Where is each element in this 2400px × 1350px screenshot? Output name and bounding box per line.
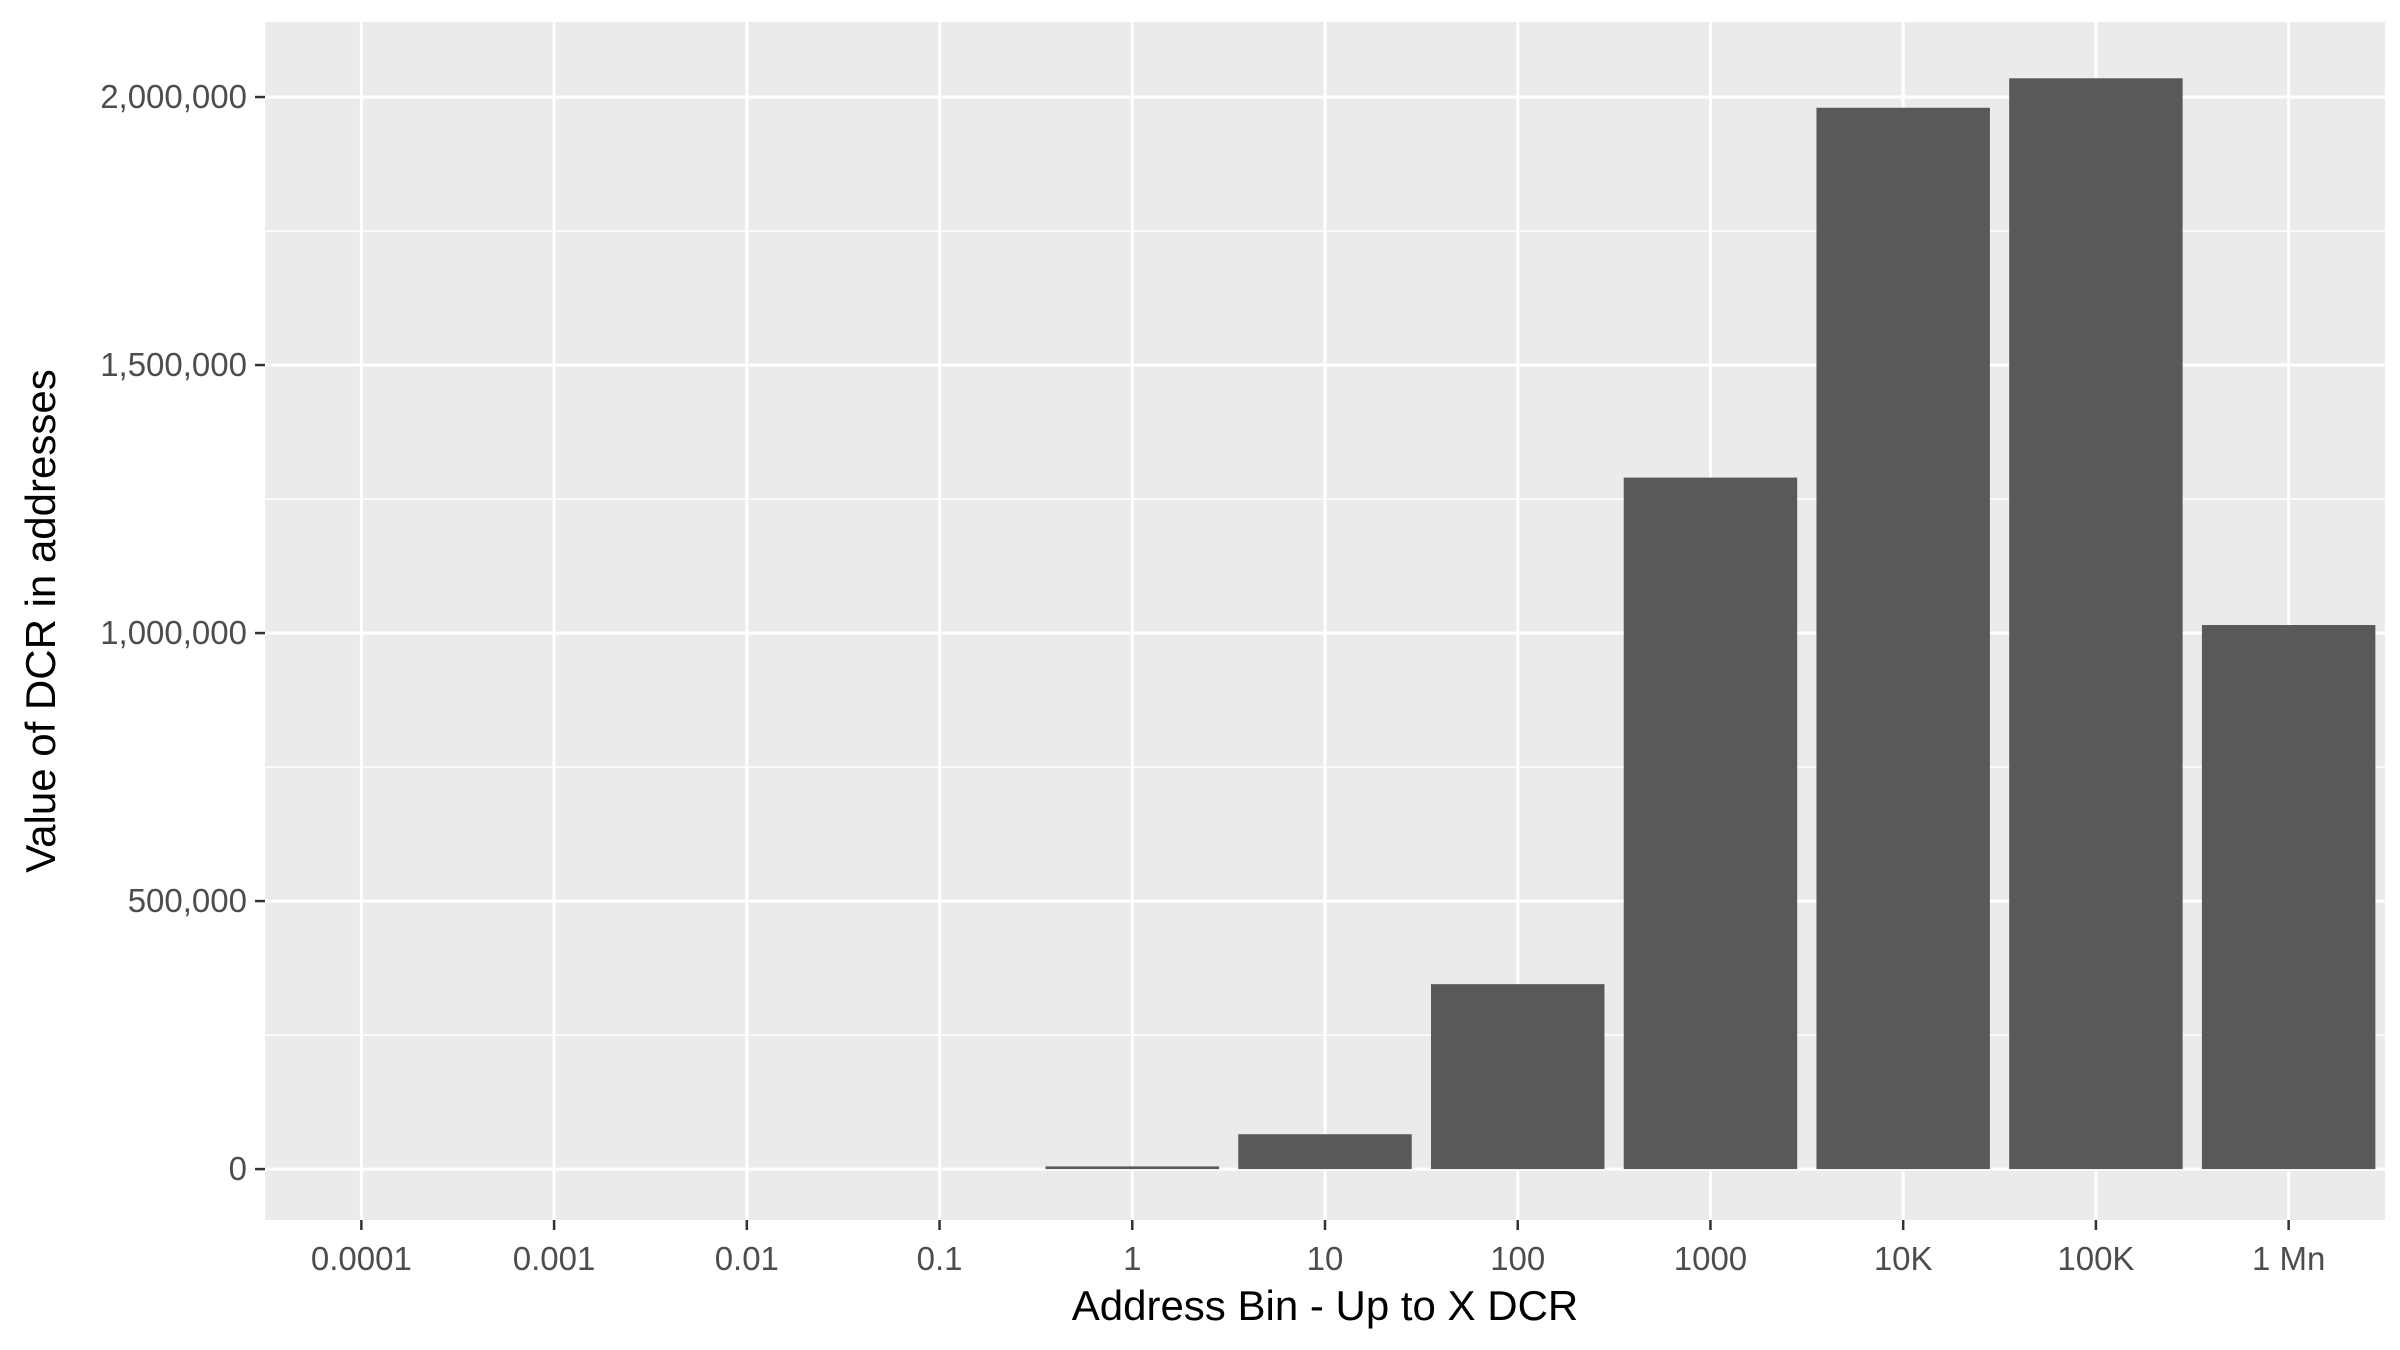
x-tick-label: 0.001: [513, 1240, 596, 1277]
x-tick-label: 0.0001: [311, 1240, 412, 1277]
x-tick-label: 100: [1490, 1240, 1545, 1277]
bar: [2201, 625, 2376, 1170]
bar: [1816, 107, 1990, 1170]
bar: [1623, 477, 1798, 1170]
x-axis-title: Address Bin - Up to X DCR: [1072, 1282, 1579, 1329]
y-tick-label: 1,000,000: [100, 614, 247, 651]
bars: [1045, 78, 2376, 1170]
bar: [2009, 78, 2183, 1170]
x-tick-label: 0.01: [715, 1240, 779, 1277]
x-tick-label: 10: [1307, 1240, 1344, 1277]
bar: [1431, 984, 1605, 1170]
x-tick-label: 100K: [2057, 1240, 2134, 1277]
x-tick-label: 10K: [1874, 1240, 1933, 1277]
y-axis-title: Value of DCR in addresses: [17, 369, 64, 872]
y-tick-label: 0: [229, 1150, 247, 1187]
x-axis-ticks: 0.0001 0.001 0.01 0.1 1 10 100 1000 10K 100K 1 Mn: [311, 1220, 2325, 1277]
x-tick-label: 1 Mn: [2252, 1240, 2325, 1277]
x-tick-label: 0.1: [917, 1240, 963, 1277]
y-tick-label: 500,000: [128, 882, 247, 919]
x-tick-label: 1: [1123, 1240, 1141, 1277]
y-tick-label: 1,500,000: [100, 346, 247, 383]
x-tick-label: 1000: [1674, 1240, 1747, 1277]
bar: [1045, 1166, 1219, 1170]
y-tick-label: 2,000,000: [100, 78, 247, 115]
y-axis-ticks: 0 500,000 1,000,000 1,500,000 2,000,000: [100, 78, 265, 1187]
bar: [1238, 1134, 1412, 1170]
